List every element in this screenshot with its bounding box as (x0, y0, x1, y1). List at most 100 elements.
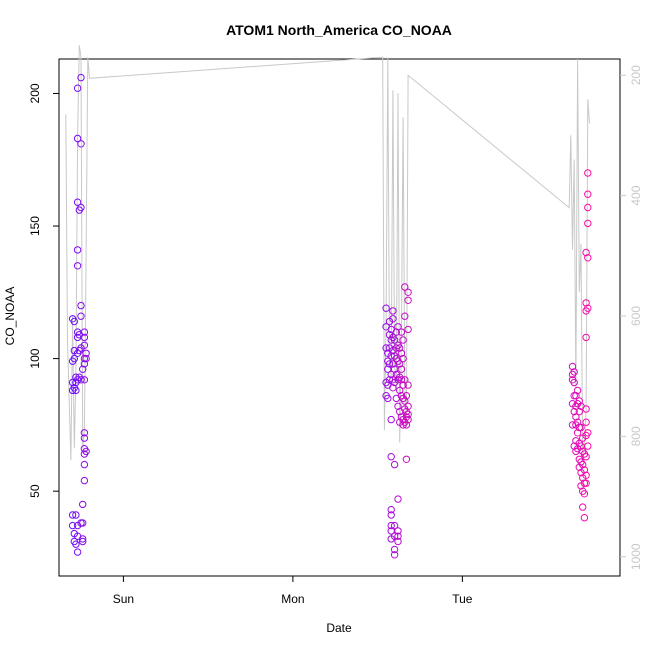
data-point (70, 354, 79, 363)
data-point (79, 535, 87, 543)
y-tick-label: 200 (28, 83, 42, 103)
data-point (394, 402, 402, 410)
data-point (577, 423, 585, 432)
data-point (389, 384, 397, 392)
data-point (77, 140, 85, 148)
data-point (401, 283, 409, 291)
data-point (580, 514, 589, 522)
data-point (584, 219, 592, 228)
data-point (404, 296, 412, 304)
data-point (72, 386, 80, 395)
data-point (80, 376, 89, 384)
data-point (404, 410, 412, 418)
data-point (73, 246, 82, 254)
data-point (392, 328, 400, 336)
data-point (390, 532, 399, 540)
data-point (397, 328, 406, 336)
y2-tick-label: 200 (629, 65, 643, 85)
y2-tick-label: 600 (629, 306, 643, 326)
data-point (582, 299, 590, 307)
x-tick-label: Sun (113, 592, 134, 606)
y2-tick-label: 1000 (629, 543, 643, 570)
data-point (402, 392, 411, 400)
data-point (404, 381, 412, 389)
data-point (79, 519, 87, 527)
secondary-series-line (65, 45, 590, 461)
data-point (80, 429, 89, 437)
data-point (80, 476, 89, 485)
data-point (575, 397, 583, 405)
data-point (390, 460, 399, 469)
data-point (79, 537, 87, 546)
data-point (79, 500, 87, 509)
data-point (73, 262, 82, 270)
data-point (584, 442, 592, 450)
y-axis-label: CO_NOAA (3, 287, 17, 346)
chart-title: ATOM1 North_America CO_NOAA (226, 22, 452, 38)
data-point (387, 370, 395, 379)
data-point (80, 341, 89, 349)
data-point (579, 460, 587, 469)
data-point (79, 365, 87, 373)
data-point (573, 429, 582, 437)
data-point (73, 198, 82, 206)
plot-area (58, 58, 621, 577)
data-point (394, 527, 402, 535)
data-point (575, 407, 583, 416)
secondary-line-layer (65, 45, 590, 461)
data-point (584, 203, 592, 212)
data-point (573, 418, 582, 426)
data-point (404, 402, 412, 410)
data-point (389, 307, 397, 315)
data-point (72, 511, 80, 519)
data-point (382, 304, 390, 312)
data-point (580, 466, 589, 474)
data-point (402, 421, 411, 429)
data-point (397, 365, 406, 373)
axis-layer: Sun Mon Tue 50 100 150 200 200 400 600 800 1000 (28, 65, 643, 606)
data-point (73, 548, 82, 556)
data-point (390, 336, 399, 344)
data-point (72, 540, 80, 548)
data-point (584, 254, 592, 262)
data-point (572, 392, 580, 400)
data-point (82, 349, 90, 357)
data-point (80, 434, 89, 442)
data-point (401, 376, 409, 384)
data-point (387, 511, 395, 519)
data-point (582, 418, 590, 426)
data-point (582, 479, 590, 487)
data-point (80, 360, 89, 368)
points-layer (68, 73, 592, 559)
data-point (73, 134, 82, 143)
x-tick-label: Mon (281, 592, 304, 606)
data-point (390, 521, 399, 530)
data-point (387, 506, 395, 514)
x-tick-label: Tue (452, 592, 473, 606)
data-point (580, 490, 589, 498)
data-point (68, 511, 77, 519)
data-point (394, 323, 402, 331)
data-point (387, 521, 395, 530)
data-point (573, 386, 582, 395)
data-point (77, 73, 85, 82)
data-point (77, 312, 85, 320)
data-point (389, 315, 397, 323)
data-point (570, 368, 578, 376)
data-point (397, 376, 406, 384)
data-point (402, 455, 411, 463)
data-point (387, 453, 395, 461)
data-point (582, 405, 590, 413)
y2-tick-label: 400 (629, 185, 643, 205)
data-point (399, 336, 407, 344)
data-point (579, 503, 587, 511)
data-point (572, 413, 580, 421)
data-point (397, 349, 406, 357)
data-point (404, 415, 412, 424)
y2-tick-label: 800 (629, 426, 643, 446)
data-point (404, 325, 412, 334)
data-point (70, 317, 79, 326)
data-point (77, 376, 85, 384)
data-point (77, 203, 85, 212)
